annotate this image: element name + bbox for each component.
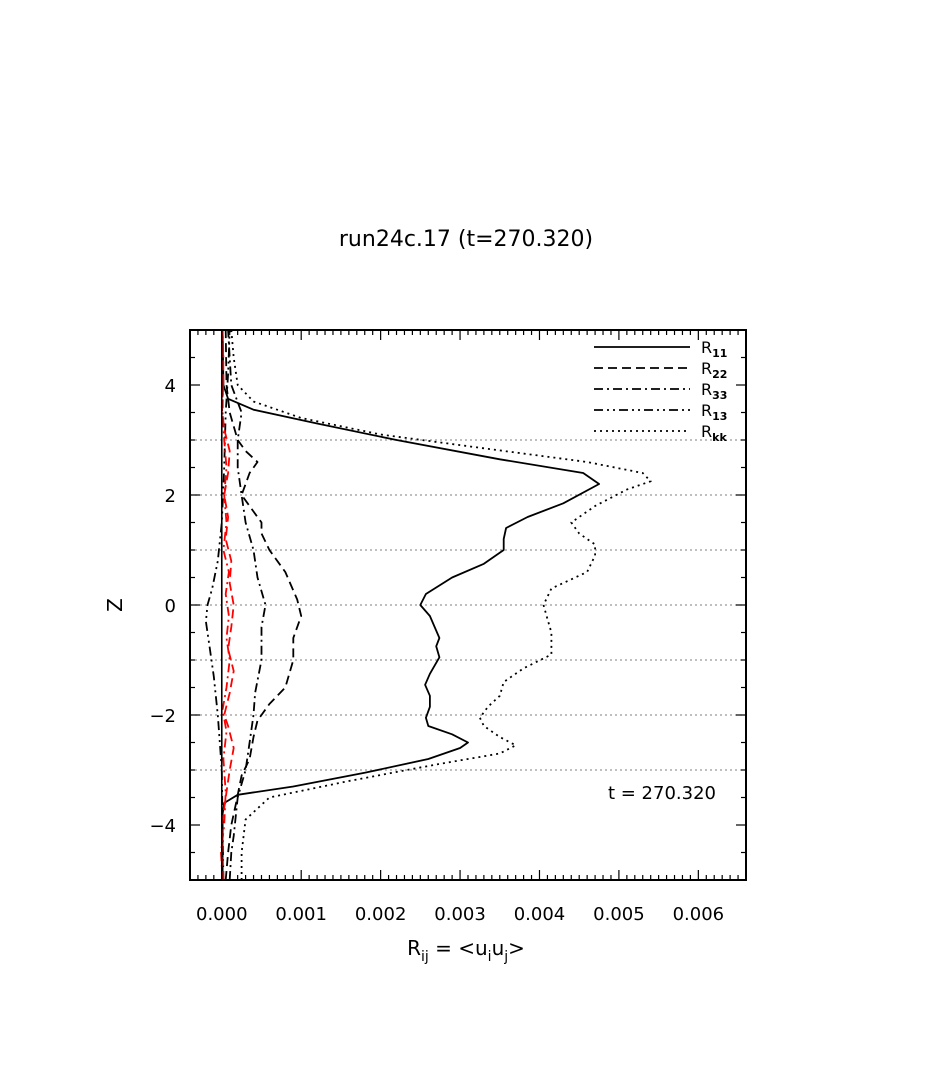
legend-label-subscript: 11 — [712, 347, 727, 360]
legend-label-22: R22 — [701, 359, 727, 381]
legend-label-subscript: 33 — [712, 389, 727, 402]
legend-label-11: R11 — [701, 338, 727, 360]
x-axis-label-part: u — [492, 936, 505, 960]
tick-marks — [189, 329, 747, 881]
legend-label-base: R — [701, 380, 712, 399]
legend-label-base: R — [701, 359, 712, 378]
x-axis-label-subscript: j — [503, 949, 508, 965]
y-tick-label: 2 — [165, 486, 176, 507]
tick-labels: 0.000 0.001 0.002 0.003 0.004 0.005 0.006 −4 −2 0… — [149, 376, 724, 925]
y-tick-label: −2 — [149, 706, 176, 727]
red-series-line-1 — [220, 329, 235, 881]
grid-lines — [190, 439, 746, 771]
x-tick-label: 0.001 — [275, 904, 327, 925]
red-series-line-2 — [220, 329, 231, 881]
series-line-33 — [227, 329, 267, 881]
x-axis-label-subscript: ij — [421, 949, 429, 965]
x-axis-label: Rij = <uiuj> — [407, 936, 525, 965]
legend-label-kk: Rkk — [701, 422, 727, 444]
time-annotation: t = 270.320 — [608, 783, 716, 804]
x-tick-label: 0.000 — [196, 904, 248, 925]
x-axis-label-part: > — [508, 936, 525, 960]
legend-label-subscript: 22 — [712, 368, 727, 381]
series-line-11 — [221, 329, 600, 880]
x-tick-label: 0.006 — [673, 904, 725, 925]
legend-label-33: R33 — [701, 380, 727, 402]
y-tick-label: −4 — [149, 816, 176, 837]
legend-label-base: R — [701, 401, 712, 420]
legend-label-subscript: 13 — [712, 410, 727, 423]
x-axis-label-subscript: i — [488, 949, 492, 965]
x-tick-label: 0.005 — [593, 904, 645, 925]
y-tick-label: 0 — [165, 596, 176, 617]
x-tick-label: 0.002 — [355, 904, 407, 925]
series-line-22 — [224, 329, 303, 881]
y-axis-label: Z — [103, 598, 127, 612]
legend-label-base: R — [701, 338, 712, 357]
x-tick-label: 0.003 — [434, 904, 486, 925]
x-tick-label: 0.004 — [514, 904, 566, 925]
legend-label-13: R13 — [701, 401, 727, 423]
x-axis-label-part: = <u — [429, 936, 488, 960]
plot-area — [205, 329, 652, 881]
legend-label-subscript: kk — [712, 431, 727, 444]
x-axis-label-part: R — [407, 936, 421, 960]
y-tick-label: 4 — [165, 376, 176, 397]
series-line-kk — [230, 329, 652, 880]
legend-label-base: R — [701, 422, 712, 441]
chart-title: run24c.17 (t=270.320) — [339, 227, 593, 252]
